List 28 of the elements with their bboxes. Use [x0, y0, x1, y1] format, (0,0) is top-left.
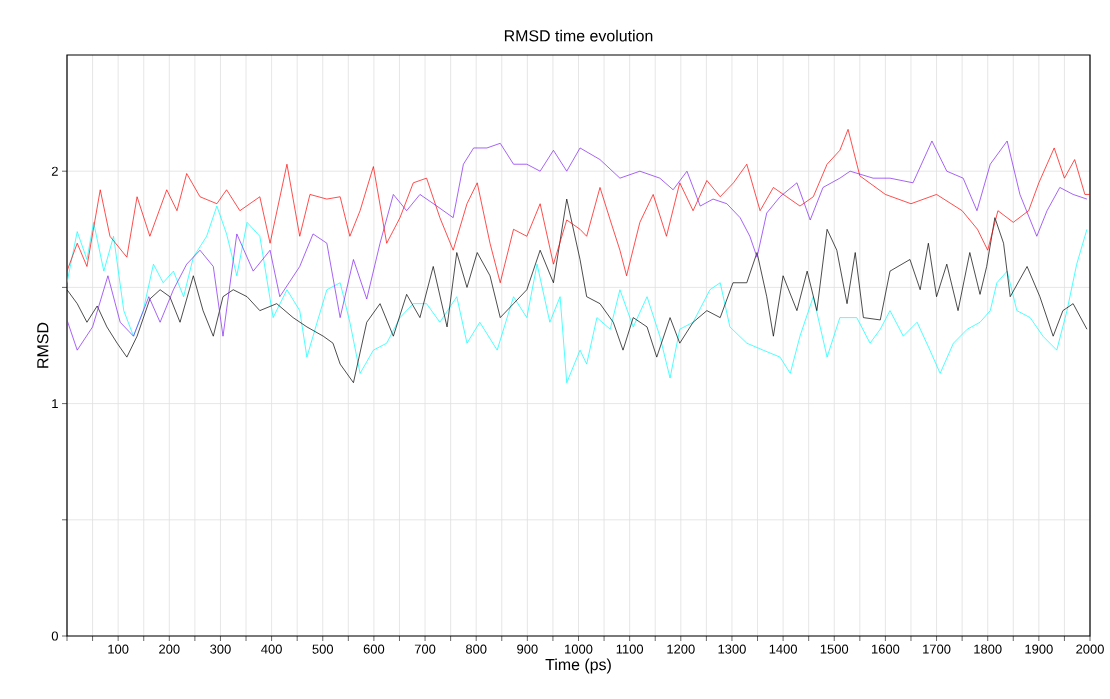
x-tick-label: 800 — [465, 644, 487, 654]
x-tick-label: 1400 — [769, 644, 797, 654]
x-tick-label: 1300 — [718, 644, 746, 654]
x-tick-label: 500 — [312, 644, 334, 654]
x-tick-label: 100 — [108, 644, 129, 654]
x-tick-label: 200 — [159, 644, 180, 654]
x-tick-label: 1500 — [820, 644, 849, 654]
x-tick-label: 2000 — [1076, 644, 1104, 654]
x-tick-label: 1600 — [871, 644, 900, 654]
y-tick-label: 1 — [52, 399, 58, 409]
x-tick-label: 1200 — [667, 644, 695, 654]
line-series — [67, 129, 1090, 284]
x-tick-label: 300 — [210, 644, 231, 654]
x-axis-title: Time (ps) — [545, 658, 611, 674]
x-tick-label: 1100 — [616, 644, 644, 654]
x-tick-label: 1900 — [1025, 644, 1053, 654]
x-tick-label: 700 — [414, 644, 436, 654]
chart-title: RMSD time evolution — [504, 29, 653, 42]
y-axis-title: RMSD — [37, 322, 49, 368]
line-series — [67, 140, 1088, 351]
x-tick-label: 600 — [363, 644, 385, 654]
x-tick-label: 1000 — [565, 644, 593, 654]
x-tick-label: 900 — [517, 644, 538, 654]
x-tick-label: 1800 — [974, 644, 1002, 654]
y-tick-label: 2 — [51, 166, 58, 176]
x-tick-label: 400 — [261, 644, 282, 654]
x-tick-label: 1700 — [923, 644, 951, 654]
y-tick-label: 0 — [51, 631, 58, 641]
